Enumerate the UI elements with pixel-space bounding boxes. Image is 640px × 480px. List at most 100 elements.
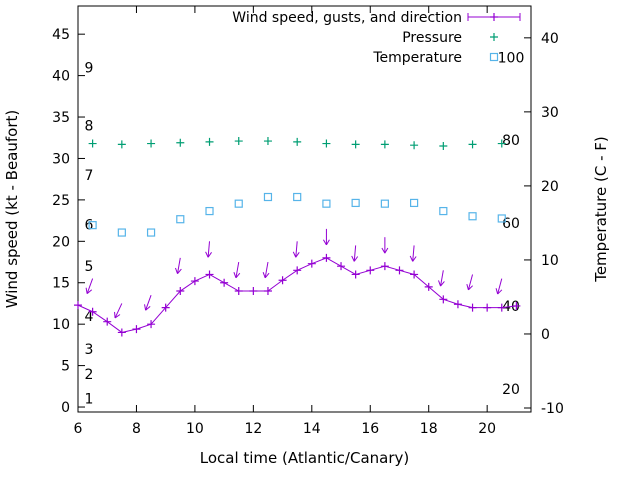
- pressure-point: [88, 139, 97, 148]
- wind-direction-arrow: [235, 261, 240, 278]
- wind-direction-arrowhead: [233, 271, 237, 278]
- temperature-point: [468, 212, 477, 221]
- wind-speed-point: [395, 266, 404, 275]
- x-tick-label: 20: [478, 421, 496, 437]
- y-tick-label-left: 0: [61, 400, 70, 416]
- y-tick-label-right: 0: [541, 327, 550, 343]
- inner-right-scale-label: 20: [502, 382, 520, 398]
- pressure-point: [410, 141, 419, 150]
- temperature-point: [351, 198, 360, 208]
- temperature-point: [263, 192, 273, 202]
- legend-label: Temperature: [372, 50, 462, 66]
- wind-direction-arrow: [412, 245, 415, 262]
- y-axis-title-right: Temperature (C - F): [592, 136, 610, 283]
- beaufort-scale-label: 3: [85, 342, 94, 358]
- wind-direction-arrow: [114, 303, 123, 319]
- temperature-point: [117, 228, 126, 237]
- wind-speed-point: [483, 303, 492, 312]
- wind-direction-arrow: [145, 295, 152, 311]
- x-tick-label: 10: [186, 421, 204, 437]
- wind-direction-arrowhead: [145, 305, 151, 311]
- wind-direction-arrowhead: [85, 287, 88, 294]
- wind-speed-point: [103, 317, 112, 326]
- wind-direction-arrowhead: [264, 272, 270, 279]
- wind-direction-arrow: [353, 245, 357, 262]
- wind-direction-arrowhead: [322, 239, 327, 246]
- pressure-point: [176, 138, 185, 147]
- y-tick-label-left: 40: [52, 69, 70, 85]
- wind-direction-arrowhead: [207, 252, 212, 258]
- wind-direction-arrow: [467, 274, 474, 291]
- y-tick-label-right: 40: [541, 31, 559, 47]
- x-tick-label: 14: [303, 421, 321, 437]
- wind-speed-point: [293, 266, 302, 275]
- wind-direction-arrowhead: [144, 304, 147, 311]
- wind-speed-point: [453, 300, 462, 309]
- wind-speed-point: [88, 307, 97, 316]
- wind-speed-point: [278, 276, 287, 285]
- legend-sample-plus: [490, 33, 498, 41]
- y-axis-title-left: Wind speed (kt - Beaufort): [3, 110, 21, 309]
- wind-speed-point: [424, 282, 433, 291]
- wind-direction-arrowhead: [86, 289, 93, 295]
- pressure-point: [147, 139, 156, 148]
- wind-direction-arrowhead: [495, 288, 499, 295]
- wind-direction-arrow: [440, 270, 444, 287]
- beaufort-scale-label: 7: [85, 168, 94, 184]
- temperature-point: [205, 206, 214, 216]
- wind-direction-arrow: [295, 241, 298, 258]
- wind-direction-arrow: [497, 278, 503, 295]
- wind-direction-arrowhead: [440, 281, 445, 287]
- wind-direction-arrowhead: [262, 271, 266, 278]
- wind-speed-point: [351, 270, 360, 279]
- wind-direction-arrow: [86, 278, 94, 294]
- x-tick-label: 18: [420, 421, 438, 437]
- beaufort-scale-label: 1: [85, 392, 94, 408]
- pressure-point: [380, 140, 389, 149]
- pressure-point: [263, 137, 272, 146]
- wind-speed-point: [205, 270, 214, 279]
- legend-sample-square: [489, 52, 499, 62]
- temperature-point: [497, 214, 506, 223]
- wind-speed-point: [132, 325, 141, 334]
- temperature-point: [293, 192, 302, 202]
- wind-speed-point: [439, 295, 448, 304]
- beaufort-scale-label: 4: [85, 309, 94, 325]
- wind-direction-arrowhead: [353, 256, 359, 262]
- pressure-point: [117, 140, 126, 149]
- wind-speed-point: [234, 287, 243, 296]
- temperature-point: [322, 199, 331, 208]
- wind-speed-point: [190, 277, 199, 286]
- wind-direction-arrow: [207, 241, 211, 258]
- temperature-point: [176, 215, 185, 224]
- wind-direction-arrowhead: [205, 251, 209, 258]
- wind-speed-point: [322, 253, 331, 262]
- wind-speed-point: [147, 320, 156, 329]
- temperature-point: [409, 198, 419, 208]
- temperature-point: [234, 199, 243, 208]
- wind-speed-point: [117, 328, 126, 337]
- wind-speed-point: [337, 262, 346, 271]
- wind-direction-arrowhead: [235, 272, 241, 279]
- wind-speed-point: [74, 301, 82, 310]
- inner-right-scale-label: 80: [502, 133, 520, 149]
- y-tick-label-left: 20: [52, 234, 70, 250]
- legend-label: Pressure: [402, 30, 462, 46]
- plot-border: [77, 5, 532, 413]
- wind-direction-arrowhead: [114, 311, 116, 319]
- beaufort-scale-label: 2: [85, 367, 94, 383]
- x-tick-label: 8: [132, 421, 141, 437]
- legend-label: Wind speed, gusts, and direction: [232, 10, 462, 26]
- y-tick-label-left: 30: [52, 151, 70, 167]
- temperature-point: [380, 199, 389, 208]
- y-tick-label-right: 30: [541, 105, 559, 121]
- pressure-point: [293, 137, 302, 146]
- inner-right-scale-label: 60: [502, 216, 520, 232]
- beaufort-scale-label: 5: [85, 259, 94, 275]
- wind-direction-arrow: [177, 257, 181, 274]
- wind-direction-arrowhead: [438, 280, 442, 287]
- wind-direction-arrowhead: [384, 247, 389, 254]
- wind-direction-arrowhead: [325, 239, 330, 246]
- wind-direction-arrowhead: [177, 268, 182, 274]
